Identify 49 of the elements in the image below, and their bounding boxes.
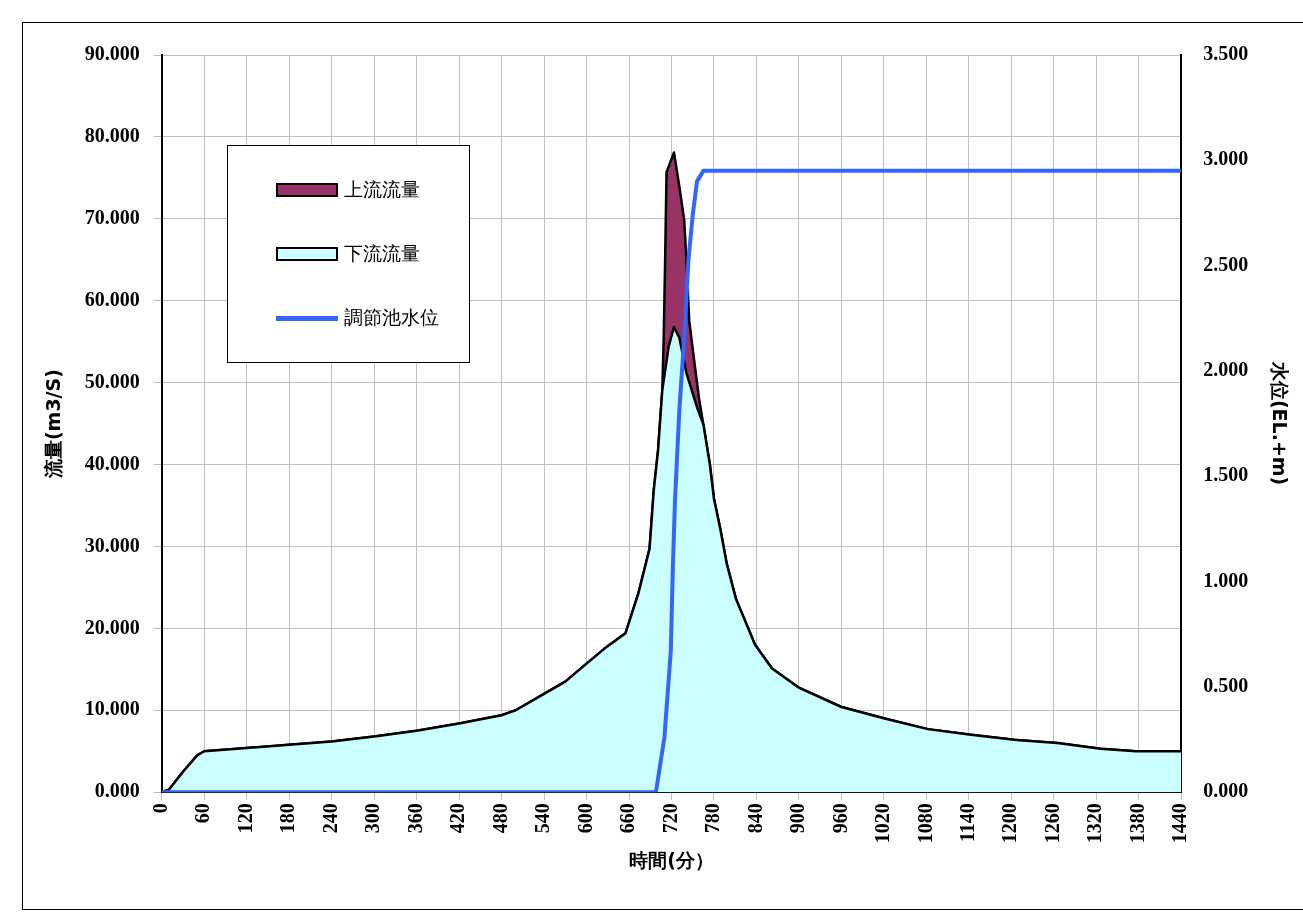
x-tick-label: 840 [743,803,766,834]
y2-tick-label: 1.500 [1203,463,1249,486]
y2-tick-label: 0.500 [1203,674,1249,697]
x-tick-label: 300 [361,803,384,834]
x-tick-label: 60 [191,803,214,824]
x-tick-label: 660 [616,803,639,834]
x-tick-label: 1440 [1168,803,1191,844]
y2-axis-title: 水位(EL.+m) [1268,360,1291,486]
y-axis-title: 流量(m3/S) [42,369,65,480]
y2-tick-label: 2.000 [1203,358,1249,381]
y-tick-label: 50.000 [84,369,140,392]
y2-tick-label: 0.000 [1203,779,1249,802]
x-tick-label: 360 [403,803,426,834]
x-tick-label: 180 [276,803,299,834]
x-tick-label: 120 [233,803,256,834]
x-tick-label: 480 [488,803,511,834]
y-tick-label: 40.000 [84,451,140,474]
x-tick-label: 1380 [1125,803,1148,844]
y2-tick-label: 2.500 [1203,252,1249,275]
x-tick-label: 0 [148,803,171,814]
x-tick-label: 1020 [871,803,894,844]
legend-label: 上流流量 [343,177,420,202]
y-tick-label: 60.000 [84,287,140,310]
y-tick-label: 70.000 [84,205,140,228]
y-tick-label: 90.000 [84,42,140,65]
x-tick-label: 1140 [956,803,978,843]
x-tick-label: 420 [446,803,469,834]
x-axis-title: 時間(分） [629,848,714,871]
legend-label: 調節池水位 [343,305,439,330]
legend-label: 下流流量 [343,241,420,266]
x-tick-label: 1260 [1040,803,1063,844]
x-tick-label: 540 [531,803,554,834]
x-tick-label: 720 [658,803,681,834]
x-tick-label: 1320 [1083,803,1106,844]
y-tick-label: 20.000 [84,615,140,638]
y2-tick-label: 3.500 [1203,42,1249,65]
x-tick-label: 780 [701,803,724,834]
y-tick-label: 80.000 [84,124,140,147]
y2-tick-label: 3.000 [1203,147,1249,170]
x-tick-label: 960 [828,803,851,834]
x-tick-label: 240 [318,803,341,834]
x-tick-label: 600 [573,803,596,834]
y2-tick-label: 1.000 [1203,568,1249,591]
x-tick-label: 1200 [998,803,1021,844]
x-tick-label: 1080 [913,803,936,844]
x-tick-label: 900 [786,803,809,834]
y-tick-label: 30.000 [84,533,140,556]
y-tick-label: 10.000 [84,697,140,720]
y-tick-label: 0.000 [94,779,140,802]
